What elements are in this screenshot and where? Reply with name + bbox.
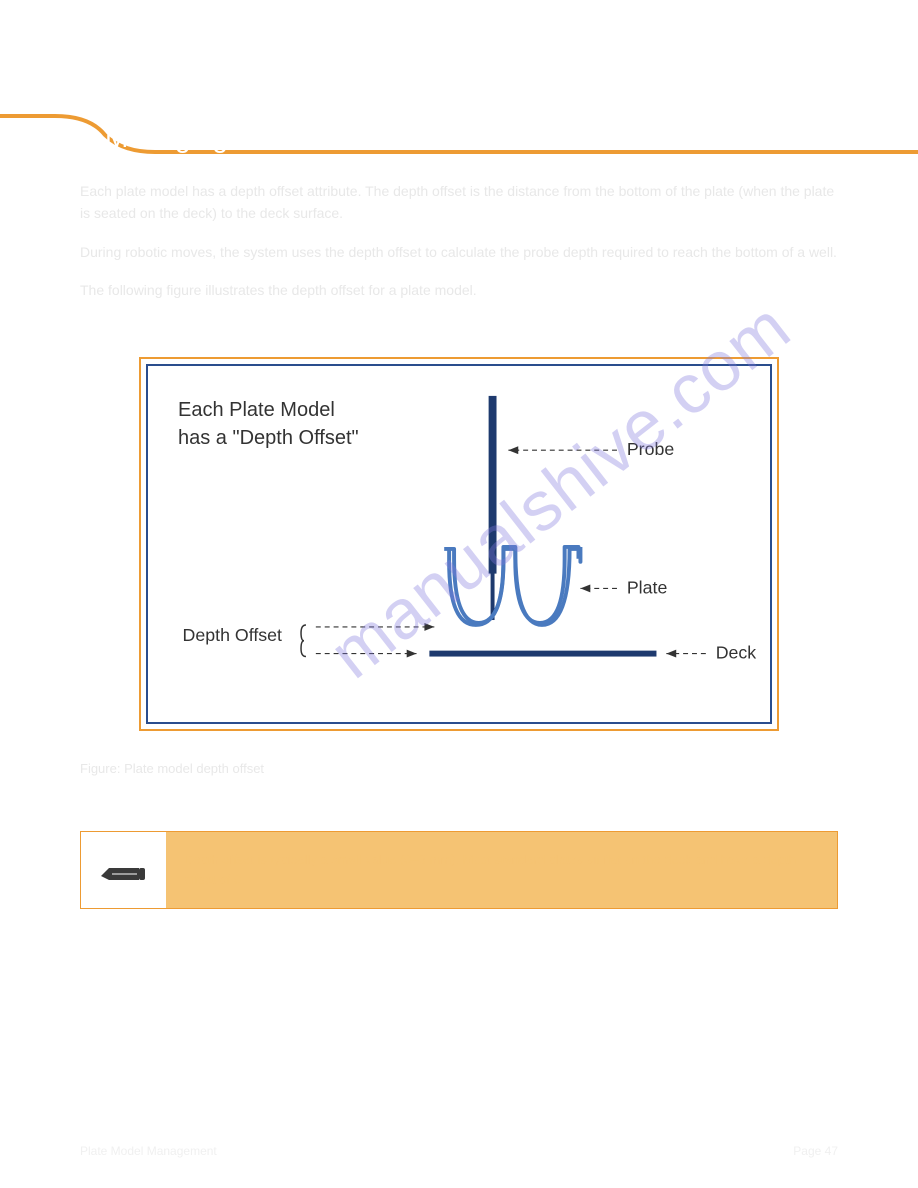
depth-offset-bracket	[301, 625, 306, 657]
probe-label: Probe	[627, 439, 675, 459]
body-paragraph-2: During robotic moves, the system uses th…	[80, 241, 838, 263]
body-paragraph-3: The following figure illustrates the dep…	[80, 279, 838, 301]
deck-label: Deck	[716, 642, 757, 662]
diagram-inner: Each Plate Model has a "Depth Offset"	[146, 364, 772, 724]
pencil-icon	[99, 856, 149, 884]
body-paragraph-1: Each plate model has a depth offset attr…	[80, 180, 838, 225]
page-footer: Plate Model Management Page 47	[80, 1144, 838, 1158]
plate-label: Plate	[627, 577, 668, 597]
note-box: Depth offset is typically a small value …	[80, 831, 838, 909]
page-header: Managing Plate Models User Guide	[0, 0, 918, 155]
footer-right: Page 47	[793, 1144, 838, 1158]
probe-tip	[491, 519, 495, 620]
note-text: Depth offset is typically a small value …	[184, 850, 819, 889]
content-area: Each plate model has a depth offset attr…	[80, 180, 838, 909]
page-title: Managing Plate Models	[105, 122, 398, 154]
deck-shape	[429, 650, 656, 656]
figure-caption: Figure: Plate model depth offset	[80, 761, 838, 776]
depth-offset-label: Depth Offset	[183, 624, 282, 644]
deck-arrow-head	[666, 649, 676, 657]
probe-arrow-head	[508, 446, 518, 454]
footer-left: Plate Model Management	[80, 1144, 217, 1158]
depth-offset-top-head	[424, 623, 434, 631]
page-subtitle: User Guide	[792, 65, 863, 81]
note-content-cell: Depth offset is typically a small value …	[166, 832, 837, 908]
plate-path	[444, 547, 578, 623]
diagram-svg: Probe Plate Deck Depth Offset	[148, 366, 770, 722]
depth-offset-bot-head	[407, 649, 417, 657]
note-icon-cell	[81, 832, 166, 908]
diagram-container: Each Plate Model has a "Depth Offset"	[139, 357, 779, 731]
